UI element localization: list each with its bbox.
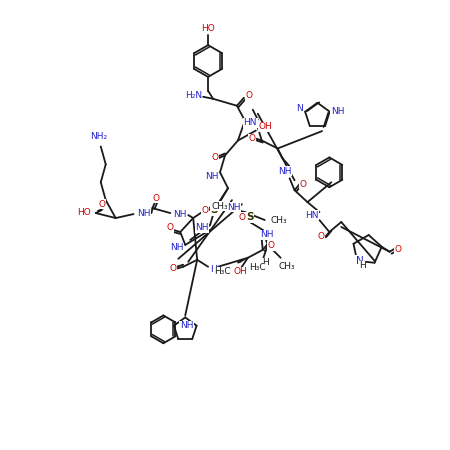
Text: O: O	[167, 224, 174, 233]
Text: N: N	[296, 104, 302, 113]
Text: HO: HO	[201, 24, 215, 33]
Text: NH: NH	[137, 208, 150, 217]
Text: CH₃: CH₃	[278, 262, 295, 271]
Text: O: O	[267, 241, 274, 250]
Text: NH: NH	[174, 210, 187, 219]
Text: O: O	[153, 194, 160, 202]
Text: NH₂: NH₂	[90, 132, 108, 141]
Text: CH₃: CH₃	[212, 202, 228, 211]
Text: H: H	[262, 258, 269, 267]
Text: NH: NH	[195, 224, 209, 233]
Text: N: N	[356, 256, 364, 266]
Text: H₃C: H₃C	[249, 263, 266, 272]
Text: H₃C: H₃C	[214, 267, 230, 276]
Text: O: O	[245, 91, 252, 100]
Text: NH: NH	[205, 172, 219, 181]
Text: NH: NH	[244, 118, 257, 127]
Text: O: O	[212, 153, 219, 162]
Text: NH: NH	[278, 167, 292, 176]
Text: CH₃: CH₃	[270, 216, 287, 225]
Text: HN: HN	[305, 211, 318, 220]
Text: O: O	[299, 180, 306, 189]
Text: O: O	[318, 233, 325, 242]
Text: O: O	[238, 212, 245, 221]
Text: HO: HO	[77, 207, 91, 216]
Text: S: S	[246, 212, 254, 222]
Text: OH: OH	[233, 267, 247, 276]
Text: NH: NH	[260, 230, 274, 239]
Text: O: O	[202, 206, 209, 215]
Text: H: H	[210, 265, 216, 274]
Text: S: S	[210, 205, 218, 215]
Text: NH: NH	[227, 202, 241, 211]
Text: O: O	[170, 264, 177, 273]
Text: HN: HN	[243, 118, 256, 127]
Text: O: O	[98, 200, 105, 209]
Text: H₂N: H₂N	[184, 91, 202, 100]
Text: NH: NH	[171, 243, 184, 252]
Text: OH: OH	[259, 122, 273, 131]
Text: NH: NH	[331, 107, 344, 116]
Text: O: O	[248, 134, 255, 143]
Text: H: H	[359, 261, 365, 270]
Text: NH: NH	[180, 321, 194, 330]
Text: O: O	[394, 245, 401, 254]
